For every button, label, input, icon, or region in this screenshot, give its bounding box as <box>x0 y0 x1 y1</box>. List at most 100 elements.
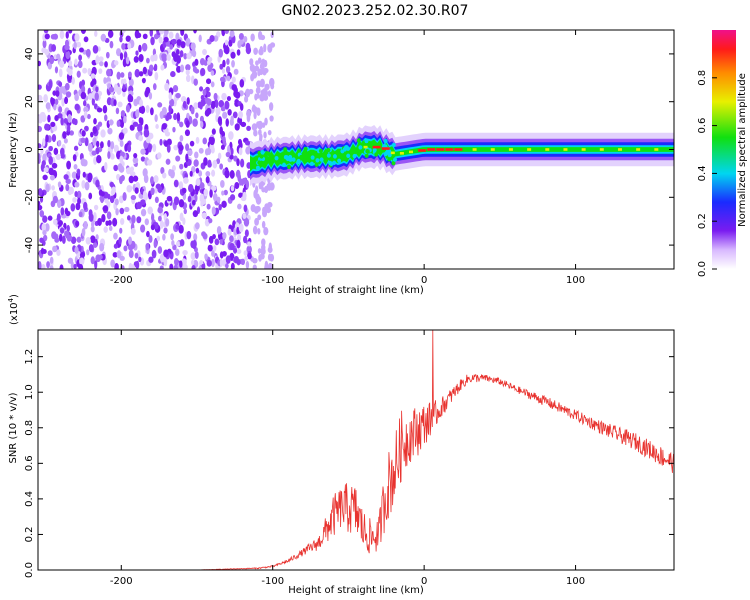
noise-dot <box>142 43 146 50</box>
noise-dot <box>61 97 65 107</box>
noise-dot <box>78 263 84 269</box>
noise-dot <box>48 155 53 165</box>
noise-dot <box>83 106 89 113</box>
noise-dot <box>47 114 51 123</box>
noise-dot <box>78 211 83 218</box>
noise-dot <box>127 144 132 153</box>
noise-dot <box>44 33 50 40</box>
noise-dot <box>207 64 213 73</box>
noise-dot <box>165 114 170 122</box>
noise-dot <box>216 225 222 235</box>
noise-dot <box>122 58 127 68</box>
noise-dot <box>176 65 182 73</box>
ridge-peak <box>427 148 436 151</box>
noise-dot <box>193 159 199 167</box>
noise-dot <box>90 131 94 138</box>
noise-dot <box>245 179 250 189</box>
noise-dot <box>257 57 262 64</box>
noise-dot <box>151 249 157 259</box>
noise-dot <box>180 41 186 49</box>
noise-dot <box>132 156 139 164</box>
noise-dot <box>207 159 212 167</box>
noise-dot <box>142 66 148 75</box>
noise-dot <box>210 81 215 88</box>
noise-dot <box>56 249 61 256</box>
noise-dot <box>254 217 259 226</box>
noise-dot <box>180 96 187 103</box>
noise-dot <box>221 190 225 196</box>
noise-dot <box>110 153 115 160</box>
noise-dot <box>83 36 89 43</box>
ridge-speckle <box>365 149 370 154</box>
y-tick-label: -20 <box>24 189 35 205</box>
noise-dot <box>200 94 205 101</box>
noise-dot <box>157 206 163 214</box>
noise-dot <box>209 189 213 198</box>
noise-dot <box>106 211 112 220</box>
ridge-speckle <box>372 147 377 153</box>
noise-dot <box>71 171 77 180</box>
noise-dot <box>204 97 210 104</box>
noise-dot <box>93 211 97 221</box>
y-multiplier: (x104) <box>7 294 20 325</box>
noise-dot <box>62 131 67 139</box>
noise-dot <box>234 91 241 99</box>
noise-dot <box>87 67 92 76</box>
noise-dot <box>54 115 59 122</box>
noise-dot <box>140 199 146 206</box>
noise-dot <box>261 187 266 193</box>
noise-dot <box>221 250 227 257</box>
noise-dot <box>200 120 204 129</box>
noise-dot <box>267 129 272 136</box>
ridge-speckle <box>383 151 388 157</box>
noise-dot <box>182 100 187 109</box>
noise-dot <box>87 172 93 182</box>
noise-dot <box>100 141 104 149</box>
noise-dot <box>160 166 165 175</box>
noise-dot <box>123 115 127 124</box>
ridge-peak <box>418 149 427 152</box>
ridge-band <box>250 134 674 177</box>
noise-dot <box>133 98 139 107</box>
noise-dot <box>152 83 157 91</box>
noise-dot <box>175 48 180 55</box>
noise-dot <box>123 51 128 60</box>
ridge-peak <box>617 148 622 151</box>
noise-dot <box>50 121 56 128</box>
ridge-speckle <box>387 156 392 162</box>
noise-dot <box>65 210 71 217</box>
noise-dot <box>212 193 218 202</box>
noise-dot <box>60 207 65 216</box>
noise-dot <box>82 171 86 178</box>
colorbar-tick-label: 0.2 <box>697 213 708 229</box>
noise-dot <box>239 79 245 88</box>
noise-dot <box>246 109 252 118</box>
noise-dot <box>127 71 132 78</box>
noise-dot <box>236 49 241 56</box>
noise-dot <box>182 217 186 226</box>
noise-dot <box>64 96 69 105</box>
noise-dot <box>38 143 42 149</box>
ridge-speckle <box>319 157 324 162</box>
noise-dot <box>58 233 63 242</box>
ridge-peak <box>445 148 454 151</box>
noise-dot <box>120 218 125 225</box>
noise-dot <box>174 257 179 266</box>
noise-dot <box>195 178 201 187</box>
noise-dot <box>170 71 176 78</box>
noise-dot <box>210 258 215 268</box>
noise-dot <box>116 250 122 259</box>
noise-dot <box>163 36 169 43</box>
noise-dot <box>202 88 207 96</box>
noise-dot <box>108 119 114 126</box>
noise-dot <box>213 35 219 42</box>
noise-dot <box>257 248 262 254</box>
noise-dot <box>58 81 63 88</box>
noise-dot <box>202 232 208 240</box>
noise-dot <box>267 90 271 97</box>
noise-dot <box>191 240 197 250</box>
ridge-speckle <box>309 161 314 167</box>
noise-dot <box>263 43 267 53</box>
noise-dot <box>168 104 172 114</box>
